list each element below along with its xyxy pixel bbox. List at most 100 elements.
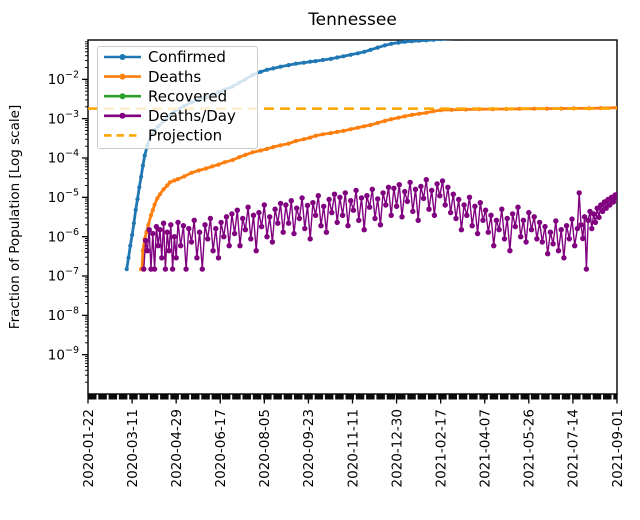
series-deaths-day-marker: [253, 248, 259, 254]
series-deaths-day-marker: [420, 195, 427, 202]
series-deaths-day-marker: [576, 190, 582, 196]
series-deaths-day-marker: [404, 198, 411, 205]
series-deaths-day-marker: [380, 190, 386, 196]
series-confirmed-marker: [438, 40, 443, 42]
series-deaths-day-marker: [491, 243, 497, 249]
series-deaths-day-marker: [169, 266, 176, 272]
y-tick-label: 10−8: [48, 305, 79, 324]
legend-marker-swatch: [119, 93, 126, 100]
series-deaths-day-marker: [356, 217, 362, 223]
series-deaths-day-marker: [407, 179, 413, 186]
series-deaths-day-marker: [310, 200, 316, 206]
series-deaths-marker: [335, 129, 340, 134]
series-deaths-day-marker: [375, 196, 381, 202]
series-confirmed-marker: [375, 45, 380, 50]
series-confirmed-marker: [389, 41, 394, 46]
series-deaths-day-marker: [194, 255, 200, 261]
series-deaths-day-marker: [526, 209, 532, 216]
x-tick-label: 2020-01-22: [81, 409, 97, 487]
series-deaths-day-marker: [429, 187, 435, 194]
plot-frame: [87, 39, 618, 395]
series-deaths-day-marker: [250, 212, 257, 218]
series-deaths-marker: [165, 183, 170, 188]
series-deaths-day-marker: [315, 193, 321, 199]
series-deaths-day-marker: [477, 200, 483, 206]
series-confirmed-marker: [128, 243, 133, 248]
series-deaths-day-marker: [472, 203, 478, 209]
series-deaths-day-marker: [504, 215, 510, 222]
series-deaths-day-marker: [288, 198, 294, 204]
series-deaths-day-marker: [474, 230, 481, 237]
series-deaths-marker: [146, 222, 151, 227]
series-deaths-marker: [175, 177, 181, 182]
series-deaths-marker: [237, 155, 242, 160]
series-deaths-day-marker: [299, 195, 305, 201]
x-tick-label: 2021-02-17: [433, 409, 449, 487]
series-deaths-marker: [382, 118, 387, 123]
series-deaths-day-marker: [499, 206, 505, 212]
series-deaths-day-marker: [345, 223, 351, 229]
series-deaths-day-marker: [555, 248, 562, 254]
chart-title: Tennessee: [307, 10, 397, 30]
series-confirmed-marker: [382, 43, 387, 48]
series-deaths-day-marker: [566, 236, 572, 242]
series-deaths-day-marker: [496, 227, 502, 233]
series-deaths-day-marker: [493, 217, 500, 223]
legend-label: Deaths/Day: [148, 107, 236, 125]
series-deaths-day-marker: [337, 194, 343, 200]
series-deaths-day-marker: [456, 196, 462, 203]
series-deaths-day-marker: [439, 178, 446, 184]
series-deaths-day-marker: [607, 202, 613, 208]
series-confirmed-marker: [417, 40, 422, 43]
series-deaths-marker: [230, 157, 235, 163]
y-tick-label: 10−4: [48, 148, 79, 167]
series-confirmed-marker: [362, 49, 367, 54]
series-deaths-day-marker: [242, 227, 249, 233]
y-tick-label: 10−6: [48, 227, 79, 246]
series-deaths-marker: [375, 120, 380, 125]
series-deaths-day-marker: [312, 212, 319, 218]
series-deaths-marker: [389, 117, 394, 122]
series-deaths-day-marker: [151, 266, 158, 272]
series-deaths-marker: [362, 124, 367, 129]
series-deaths-day-marker: [321, 203, 327, 209]
x-tick-label: 2020-08-05: [257, 409, 273, 487]
series-deaths-day-marker: [275, 220, 281, 226]
series-deaths-day-marker: [590, 211, 597, 217]
series-deaths-day-marker: [294, 205, 300, 211]
series-deaths-marker: [409, 112, 414, 117]
series-deaths-day-marker: [261, 202, 267, 208]
series-confirmed-marker: [615, 32, 619, 36]
series-deaths-day-marker: [453, 215, 459, 222]
x-tick-label: 2020-12-30: [389, 409, 405, 487]
series-deaths-day-marker: [171, 234, 178, 240]
series-confirmed-marker: [130, 232, 135, 238]
x-tick-label: 2021-05-26: [522, 409, 538, 487]
series-confirmed-marker: [271, 66, 276, 71]
legend-marker-swatch: [119, 112, 126, 119]
series-confirmed-marker: [328, 56, 333, 62]
series-deaths-day-marker: [210, 248, 216, 254]
series-deaths-day-marker: [561, 255, 567, 261]
legend-label: Confirmed: [148, 48, 226, 66]
series-deaths-day-marker: [569, 216, 575, 222]
series-deaths-marker: [243, 152, 248, 157]
x-tick-label: 2020-11-11: [345, 409, 361, 487]
series-deaths-day-marker: [469, 223, 475, 229]
legend-item-deaths: Deaths: [104, 68, 201, 86]
series-deaths-marker: [313, 133, 318, 138]
series-deaths-day-marker: [509, 211, 516, 217]
series-deaths-day-marker: [353, 187, 359, 194]
series-deaths-day-marker: [234, 207, 240, 213]
x-tick-label: 2020-03-11: [125, 409, 141, 487]
series-deaths-day-marker: [358, 195, 365, 201]
series-deaths-marker: [182, 174, 187, 179]
series-deaths-day-marker: [388, 212, 394, 218]
series-confirmed-marker: [509, 35, 513, 39]
series-deaths-day-marker: [450, 191, 456, 197]
legend-item-confirmed: Confirmed: [104, 48, 226, 66]
series-deaths-day-marker: [164, 229, 170, 235]
series-deaths-day-marker: [302, 225, 308, 232]
series-deaths-day-marker: [520, 217, 527, 223]
